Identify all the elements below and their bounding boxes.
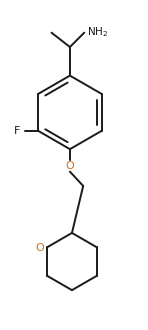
- Text: NH$_2$: NH$_2$: [87, 25, 108, 39]
- Text: O: O: [36, 243, 44, 253]
- Text: O: O: [66, 160, 74, 171]
- Text: F: F: [14, 126, 21, 136]
